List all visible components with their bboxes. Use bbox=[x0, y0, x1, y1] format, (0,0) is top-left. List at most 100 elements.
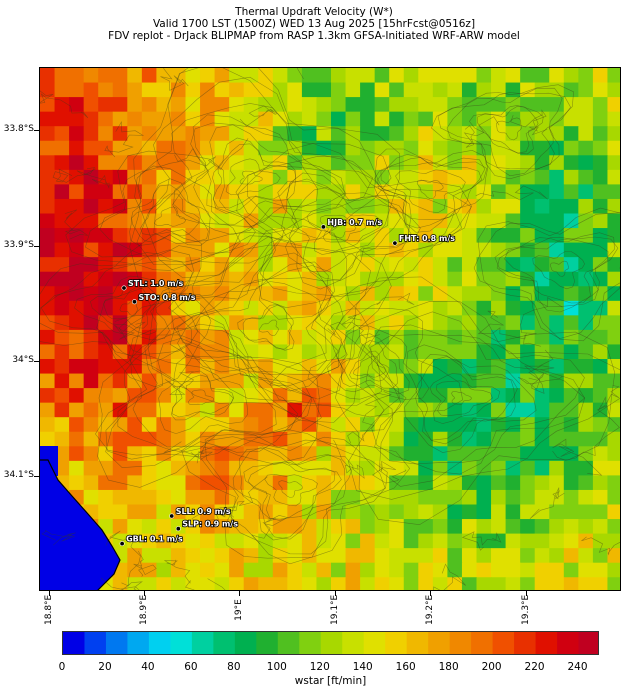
heatmap-cell bbox=[301, 388, 317, 404]
heatmap-cell bbox=[491, 504, 507, 520]
heatmap-cell bbox=[170, 315, 186, 331]
heatmap-cell bbox=[607, 228, 620, 244]
heatmap-cell bbox=[578, 126, 594, 142]
station-sll[interactable]: SLL: 0.9 m/s bbox=[169, 506, 232, 519]
heatmap-cell bbox=[592, 489, 608, 505]
heatmap-cell bbox=[141, 431, 157, 447]
heatmap-cell bbox=[418, 228, 434, 244]
contour-line bbox=[258, 319, 279, 337]
heatmap-cell bbox=[476, 228, 492, 244]
heatmap-cell bbox=[520, 111, 536, 127]
heatmap-cell bbox=[243, 257, 259, 273]
heatmap-cell bbox=[592, 169, 608, 185]
heatmap-cell bbox=[185, 111, 201, 127]
heatmap-cell bbox=[112, 417, 128, 433]
heatmap-cell bbox=[170, 344, 186, 360]
heatmap-cell bbox=[447, 548, 463, 564]
station-stl[interactable]: STL: 1.0 m/s bbox=[121, 278, 184, 291]
heatmap-cell bbox=[258, 271, 274, 287]
heatmap-cell bbox=[54, 431, 70, 447]
heatmap-cell bbox=[476, 184, 492, 200]
heatmap-cell bbox=[127, 504, 143, 520]
heatmap-cell bbox=[447, 68, 463, 84]
x-tick-label: 19.1°E bbox=[329, 594, 340, 625]
heatmap-cell bbox=[287, 489, 303, 505]
heatmap-cell bbox=[447, 111, 463, 127]
heatmap-cell bbox=[127, 359, 143, 375]
heatmap-cell bbox=[301, 169, 317, 185]
heatmap-cell bbox=[345, 198, 361, 214]
station-label: STL: 1.0 m/s bbox=[128, 279, 184, 288]
heatmap-cell bbox=[418, 548, 434, 564]
heatmap-cell bbox=[156, 562, 172, 578]
contour-line bbox=[278, 480, 303, 498]
station-gbl[interactable]: GBL: 0.1 m/s bbox=[119, 534, 184, 547]
heatmap-cell bbox=[447, 97, 463, 113]
heatmap-cell bbox=[374, 373, 390, 389]
heatmap-cell bbox=[432, 213, 448, 229]
heatmap-cell bbox=[40, 402, 56, 418]
heatmap-cell bbox=[98, 475, 114, 491]
heatmap-cell bbox=[141, 548, 157, 564]
heatmap-cell bbox=[520, 242, 536, 258]
contour-line bbox=[469, 105, 544, 155]
heatmap-cell bbox=[69, 169, 85, 185]
heatmap-cell bbox=[563, 271, 579, 287]
heatmap-cell bbox=[170, 213, 186, 229]
heatmap-cell bbox=[447, 344, 463, 360]
heatmap-cell bbox=[54, 257, 70, 273]
heatmap-cell bbox=[331, 198, 347, 214]
heatmap-cell bbox=[301, 286, 317, 302]
heatmap-cell bbox=[592, 388, 608, 404]
heatmap-cell bbox=[185, 184, 201, 200]
heatmap-cell bbox=[98, 111, 114, 127]
heatmap-cell bbox=[505, 140, 521, 156]
heatmap-cell bbox=[243, 242, 259, 258]
station-sto[interactable]: STO: 0.8 m/s bbox=[132, 292, 197, 305]
heatmap-cell bbox=[301, 82, 317, 98]
heatmap-cell bbox=[316, 577, 332, 590]
heatmap-cell bbox=[563, 548, 579, 564]
heatmap-cell bbox=[127, 257, 143, 273]
contour-line bbox=[335, 276, 616, 526]
heatmap-cell bbox=[331, 519, 347, 535]
heatmap-cell bbox=[98, 82, 114, 98]
heatmap-cell bbox=[214, 198, 230, 214]
map-plot-area[interactable]: HJB: 0.7 m/s FHT: 0.8 m/s STL: 1.0 m/s STO:… bbox=[39, 67, 621, 591]
heatmap-cell bbox=[331, 533, 347, 549]
heatmap-cell bbox=[505, 475, 521, 491]
colorbar-swatch bbox=[342, 632, 365, 654]
heatmap-cell bbox=[491, 198, 507, 214]
heatmap-cell bbox=[549, 242, 565, 258]
heatmap-cell bbox=[243, 286, 259, 302]
heatmap-cell bbox=[156, 548, 172, 564]
heatmap-cell bbox=[520, 155, 536, 171]
heatmap-cell bbox=[520, 373, 536, 389]
station-fht[interactable]: FHT: 0.8 m/s bbox=[392, 233, 456, 246]
colorbar-tick-label: 120 bbox=[309, 661, 330, 673]
heatmap-cell bbox=[229, 126, 245, 142]
heatmap-cell bbox=[156, 271, 172, 287]
station-slp[interactable]: SLP: 0.9 m/s bbox=[175, 519, 239, 532]
heatmap-cell bbox=[374, 344, 390, 360]
station-hjb[interactable]: HJB: 0.7 m/s bbox=[320, 217, 383, 230]
heatmap-cell bbox=[505, 97, 521, 113]
heatmap-cell bbox=[40, 126, 56, 142]
heatmap-cell bbox=[287, 213, 303, 229]
heatmap-cell bbox=[301, 504, 317, 520]
heatmap-cell bbox=[170, 257, 186, 273]
heatmap-cell bbox=[592, 257, 608, 273]
contour-line bbox=[374, 148, 489, 244]
heatmap-cell bbox=[214, 373, 230, 389]
terrain-contours bbox=[40, 68, 620, 590]
heatmap-cell bbox=[229, 373, 245, 389]
heatmap-cell bbox=[185, 315, 201, 331]
heatmap-cell bbox=[491, 519, 507, 535]
contour-line bbox=[40, 249, 199, 366]
heatmap-cell bbox=[534, 140, 550, 156]
heatmap-cell bbox=[534, 242, 550, 258]
heatmap-cell bbox=[447, 286, 463, 302]
heatmap-cell bbox=[141, 126, 157, 142]
heatmap-cell bbox=[258, 562, 274, 578]
heatmap-cell bbox=[54, 126, 70, 142]
